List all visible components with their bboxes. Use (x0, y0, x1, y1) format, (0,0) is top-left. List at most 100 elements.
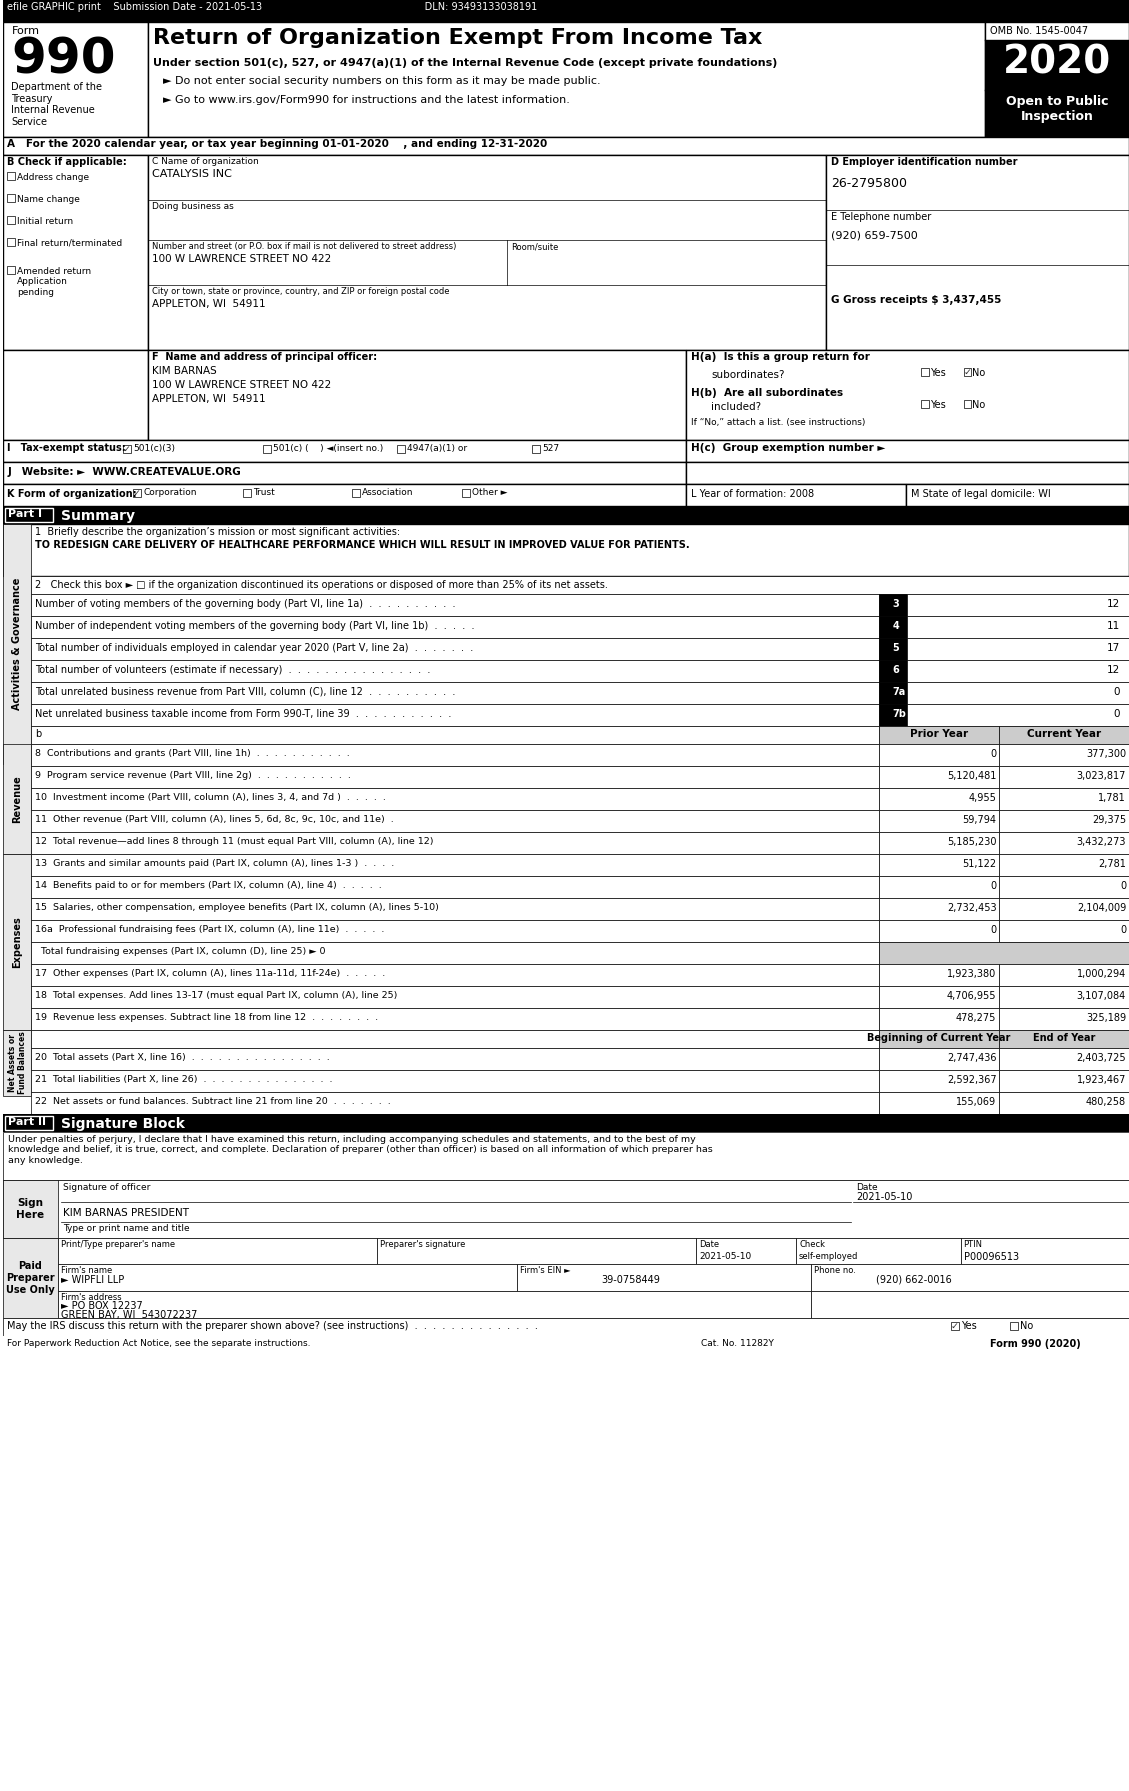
Text: Signature Block: Signature Block (61, 1118, 185, 1130)
Bar (32, 638, 878, 661)
Text: Cat. No. 11282Y: Cat. No. 11282Y (701, 1340, 774, 1349)
Bar (951, 1322, 959, 1331)
Text: 17: 17 (1106, 643, 1120, 654)
Text: P00096513: P00096513 (963, 1252, 1018, 1263)
Bar (32, 810, 878, 833)
Bar (32, 1069, 878, 1093)
Bar (811, 1291, 1129, 1318)
Bar (32, 833, 878, 854)
Text: 2,747,436: 2,747,436 (947, 1053, 997, 1064)
Text: CATALYSIS INC: CATALYSIS INC (152, 168, 231, 179)
Text: J   Website: ►  WWW.CREATEVALUE.ORG: J Website: ► WWW.CREATEVALUE.ORG (8, 467, 242, 476)
Bar (999, 767, 1129, 788)
Text: Yes: Yes (929, 399, 945, 410)
Bar (6, 509, 53, 521)
Bar (32, 725, 878, 743)
Text: 478,275: 478,275 (956, 1014, 997, 1023)
Text: Trust: Trust (253, 487, 274, 496)
Text: Under penalties of perjury, I declare that I have examined this return, includin: Under penalties of perjury, I declare th… (8, 1135, 714, 1164)
Bar (3, 1114, 1129, 1132)
Bar (32, 743, 878, 767)
Text: Part II: Part II (8, 1118, 46, 1127)
Text: C Name of organization: C Name of organization (152, 158, 259, 167)
Text: No: No (972, 367, 986, 378)
Text: 14  Benefits paid to or for members (Part IX, column (A), line 4)  .  .  .  .  .: 14 Benefits paid to or for members (Part… (35, 881, 382, 890)
Text: Revenue: Revenue (12, 776, 23, 822)
Bar (878, 788, 999, 810)
Bar (826, 156, 1129, 349)
Text: ✓: ✓ (963, 367, 971, 376)
Bar (59, 1291, 811, 1318)
Bar (32, 921, 878, 942)
Text: (920) 662-0016: (920) 662-0016 (876, 1275, 952, 1284)
Bar (352, 489, 360, 496)
Bar (32, 682, 878, 704)
Text: Net Assets or
Fund Balances: Net Assets or Fund Balances (8, 1032, 27, 1094)
Bar (517, 1264, 811, 1291)
Text: G Gross receipts $ 3,437,455: G Gross receipts $ 3,437,455 (831, 296, 1001, 304)
Bar (907, 638, 1129, 661)
Text: End of Year: End of Year (1033, 1033, 1095, 1042)
Text: 2,104,009: 2,104,009 (1077, 903, 1126, 913)
Bar (878, 725, 999, 743)
Text: Date: Date (856, 1184, 877, 1193)
Bar (999, 897, 1129, 921)
Text: Total number of volunteers (estimate if necessary)  .  .  .  .  .  .  .  .  .  .: Total number of volunteers (estimate if … (35, 664, 431, 675)
Bar (397, 444, 405, 453)
Text: 1,923,467: 1,923,467 (1077, 1075, 1126, 1085)
Text: 325,189: 325,189 (1086, 1014, 1126, 1023)
Text: 2,781: 2,781 (1099, 860, 1126, 869)
Text: 501(c)(3): 501(c)(3) (133, 444, 175, 453)
Text: 59,794: 59,794 (962, 815, 997, 826)
Bar (986, 90, 1129, 136)
Text: Number and street (or P.O. box if mail is not delivered to street address): Number and street (or P.O. box if mail i… (152, 242, 456, 251)
Text: 21  Total liabilities (Part X, line 26)  .  .  .  .  .  .  .  .  .  .  .  .  .  : 21 Total liabilities (Part X, line 26) .… (35, 1075, 333, 1084)
Bar (686, 462, 1129, 484)
Text: 3,432,273: 3,432,273 (1077, 836, 1126, 847)
Bar (920, 399, 929, 408)
Text: E Telephone number: E Telephone number (831, 211, 931, 222)
Bar (32, 1048, 878, 1069)
Text: (920) 659-7500: (920) 659-7500 (831, 229, 918, 240)
Bar (999, 788, 1129, 810)
Text: 2,403,725: 2,403,725 (1076, 1053, 1126, 1064)
Bar (999, 1093, 1129, 1114)
Text: 3: 3 (893, 598, 900, 609)
Bar (32, 854, 878, 876)
Bar (32, 987, 878, 1008)
Text: self-employed: self-employed (799, 1252, 858, 1261)
Text: H(c)  Group exemption number ►: H(c) Group exemption number ► (691, 442, 886, 453)
Bar (999, 854, 1129, 876)
Text: 990: 990 (11, 36, 116, 84)
Text: Under section 501(c), 527, or 4947(a)(1) of the Internal Revenue Code (except pr: Under section 501(c), 527, or 4947(a)(1)… (154, 57, 778, 68)
Text: D Employer identification number: D Employer identification number (831, 158, 1017, 167)
Bar (878, 743, 999, 767)
Text: 1,923,380: 1,923,380 (947, 969, 997, 980)
Bar (3, 462, 686, 484)
Text: Part I: Part I (8, 509, 43, 519)
Bar (3, 136, 1129, 156)
Bar (8, 193, 16, 202)
Text: 12  Total revenue—add lines 8 through 11 (must equal Part VIII, column (A), line: 12 Total revenue—add lines 8 through 11 … (35, 836, 434, 845)
Text: Net unrelated business taxable income from Form 990-T, line 39  .  .  .  .  .  .: Net unrelated business taxable income fr… (35, 709, 452, 718)
Text: Firm's address: Firm's address (61, 1293, 122, 1302)
Text: 39-0758449: 39-0758449 (602, 1275, 660, 1284)
Text: ✓: ✓ (951, 1322, 959, 1331)
Text: No: No (972, 399, 986, 410)
Bar (1010, 1322, 1018, 1331)
Text: B Check if applicable:: B Check if applicable: (8, 158, 128, 167)
Text: Beginning of Current Year: Beginning of Current Year (867, 1033, 1010, 1042)
Text: 6: 6 (893, 664, 900, 675)
Text: ► Go to www.irs.gov/Form990 for instructions and the latest information.: ► Go to www.irs.gov/Form990 for instruct… (163, 95, 570, 106)
Bar (148, 156, 826, 349)
Text: Type or print name and title: Type or print name and title (63, 1223, 190, 1232)
Text: If “No,” attach a list. (see instructions): If “No,” attach a list. (see instruction… (691, 417, 866, 426)
Text: Room/suite: Room/suite (511, 242, 558, 251)
Text: KIM BARNAS: KIM BARNAS (152, 365, 217, 376)
Bar (32, 704, 878, 725)
Text: Total unrelated business revenue from Part VIII, column (C), line 12  .  .  .  .: Total unrelated business revenue from Pa… (35, 688, 456, 697)
Bar (3, 21, 148, 136)
Text: H(b)  Are all subordinates: H(b) Are all subordinates (691, 389, 843, 398)
Text: 2   Check this box ► □ if the organization discontinued its operations or dispos: 2 Check this box ► □ if the organization… (35, 580, 609, 589)
Bar (811, 1264, 1129, 1291)
